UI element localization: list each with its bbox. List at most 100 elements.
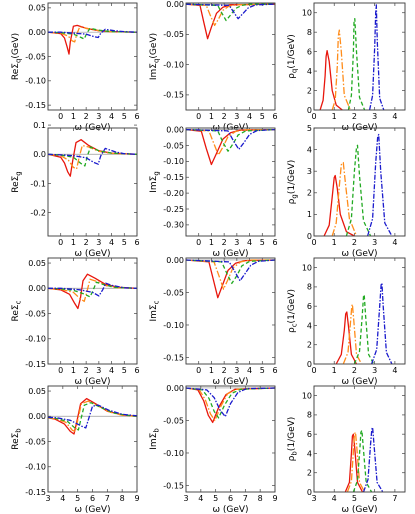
x-tick-label: 7: [392, 494, 397, 503]
y-tick-label: -0.1: [30, 179, 46, 188]
plot-frame-top: [47, 257, 138, 365]
series-line-1: [47, 273, 138, 310]
x-tick-label: 6: [372, 494, 377, 503]
x-tick-label: 2: [84, 238, 89, 247]
series-line-3: [347, 17, 366, 111]
plot-frame-top: [47, 127, 138, 237]
y-tick-label: -0.10: [25, 335, 46, 344]
y-tick-label: 2: [307, 341, 312, 350]
x-axis-label: ω (GeV): [212, 249, 248, 259]
y-tick-label: 0.05: [28, 387, 46, 396]
series-line-1: [335, 311, 358, 365]
y-tick-label: 1: [307, 210, 312, 219]
plot-frame-top: [185, 257, 276, 365]
plot-frame: [47, 127, 138, 237]
x-tick-label: 4: [392, 112, 397, 121]
x-axis-label: ω (GeV): [74, 249, 110, 259]
y-tick-label: 0.00: [166, 384, 184, 393]
series-line-3: [47, 146, 138, 167]
y-tick-label: 0.1: [33, 121, 46, 130]
plot-frame: [185, 385, 276, 493]
y-axis-label: ρc(1/GeV): [287, 289, 299, 333]
y-tick-label: 6: [307, 47, 312, 56]
x-tick-label: 9: [134, 494, 139, 503]
y-tick-label: -0.2: [30, 208, 46, 217]
y-tick-label: 4: [307, 321, 312, 330]
y-tick-label: 0.00: [28, 284, 46, 293]
x-tick-label: 3: [45, 494, 50, 503]
x-tick-label: 1: [209, 366, 214, 375]
x-tick-label: 3: [183, 494, 188, 503]
plot-frame: [313, 127, 406, 237]
x-tick-label: 3: [372, 366, 377, 375]
panel-im-g: 0 1 2 3 4 5 6 0.00 -0.05 -0.10 -0.15 -0.20 -0.25 -0.3…: [149, 125, 278, 259]
series-line-4: [47, 147, 138, 165]
series-line-3: [47, 27, 138, 40]
panel-rho-g: 0 1 2 3 4 0 1 2 3 4 5 ω (GeV) ρg(1/GeV): [287, 124, 406, 259]
series-line-2: [331, 161, 358, 237]
series-line-1: [185, 3, 276, 40]
y-tick-label: -0.10: [163, 321, 184, 330]
plot-frame-top: [313, 2, 406, 111]
x-tick-label: 2: [84, 366, 89, 375]
y-tick-label: 10: [302, 9, 312, 18]
y-axis-label: ImΣg: [149, 171, 161, 193]
series-line-4: [366, 133, 393, 237]
y-tick-label: -0.15: [163, 481, 184, 490]
x-tick-label: 2: [222, 366, 227, 375]
x-axis-label: ω (GeV): [212, 377, 248, 387]
series-line-4: [185, 128, 276, 150]
x-tick-label: 5: [352, 494, 357, 503]
series-line-2: [47, 400, 138, 433]
x-tick-label: 5: [260, 366, 265, 375]
x-axis-label: ω (GeV): [74, 377, 110, 387]
x-tick-label: 5: [213, 494, 218, 503]
x-tick-label: 6: [228, 494, 233, 503]
x-tick-label: 4: [392, 238, 397, 247]
panel-rho-b: 3 4 5 6 7 0 2 4 6 8 10 ω (GeV) ρb(1/GeV): [287, 385, 406, 514]
x-tick-label: 3: [96, 238, 101, 247]
x-tick-label: 0: [58, 238, 63, 247]
y-axis-label: ρq(1/GeV): [287, 34, 299, 79]
y-tick-label: 0.05: [28, 259, 46, 268]
y-tick-label: -0.15: [25, 360, 46, 369]
plot-frame-top: [47, 2, 138, 111]
x-tick-label: 6: [134, 112, 139, 121]
y-tick-label: -0.05: [163, 141, 184, 150]
x-tick-label: 9: [272, 494, 277, 503]
y-axis-label: ImΣq(GeV): [149, 33, 161, 80]
plot-frame-top: [313, 257, 406, 365]
plot-frame: [185, 127, 276, 237]
series-line-2: [185, 387, 276, 422]
x-tick-label: 0: [196, 366, 201, 375]
panel-re-q: 0 1 2 3 4 5 60.050.00-0.05-0.10-0.15ω (GeV)ReΣ…: [11, 2, 140, 133]
x-tick-label: 6: [90, 494, 95, 503]
series-line-3: [47, 402, 138, 431]
y-tick-label: 8: [307, 411, 312, 420]
x-tick-label: 4: [109, 366, 114, 375]
y-tick-label: 0.00: [166, 0, 184, 9]
y-tick-label: -0.30: [163, 221, 184, 230]
x-axis-label: ω (GeV): [212, 505, 248, 514]
y-tick-label: 10: [302, 263, 312, 272]
y-tick-label: -0.05: [25, 52, 46, 61]
series-line-4: [362, 426, 384, 493]
y-tick-label: -0.15: [163, 173, 184, 182]
y-tick-label: 4: [307, 449, 312, 458]
series-line-1: [185, 259, 276, 299]
y-axis-label: ImΣb: [149, 428, 161, 450]
plot-frame: [185, 257, 276, 365]
y-tick-label: -0.05: [25, 437, 46, 446]
y-tick-label: 0.00: [28, 28, 46, 37]
y-tick-label: 3: [307, 167, 312, 176]
x-tick-label: 1: [332, 238, 337, 247]
x-axis-label: ω (GeV): [341, 249, 377, 259]
x-tick-label: 6: [272, 238, 277, 247]
plot-frame-top: [47, 385, 138, 493]
series-line-4: [368, 4, 385, 111]
series-line-4: [370, 282, 393, 365]
series-line-1: [185, 387, 276, 424]
x-tick-label: 4: [247, 238, 252, 247]
y-tick-label: -0.15: [25, 101, 46, 110]
x-tick-label: 3: [372, 112, 377, 121]
